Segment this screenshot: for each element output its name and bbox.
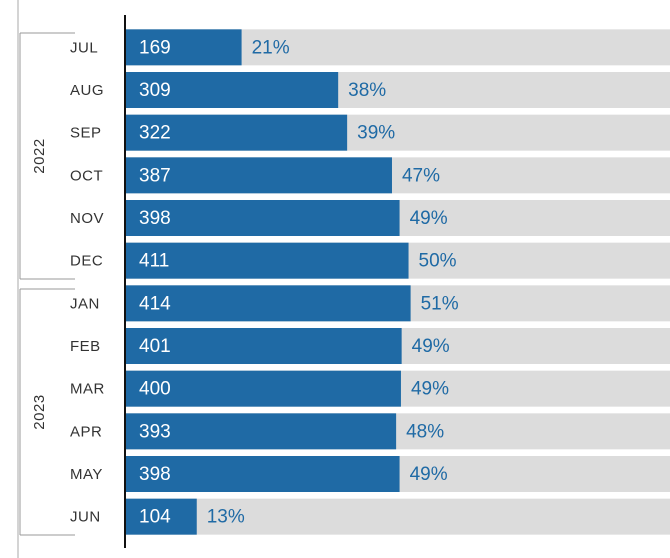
- value-label: 411: [139, 251, 169, 272]
- value-label: 309: [139, 80, 171, 101]
- share-label: 49%: [411, 379, 449, 400]
- share-label: 48%: [406, 421, 444, 442]
- y-tick-label: NOV: [70, 210, 104, 227]
- value-label: 400: [139, 379, 171, 400]
- y-tick-label: MAR: [70, 381, 105, 398]
- y-tick-label: MAY: [70, 466, 103, 483]
- value-label: 169: [139, 37, 171, 58]
- share-label: 49%: [412, 336, 450, 357]
- value-label: 393: [139, 421, 171, 442]
- y-tick-label: OCT: [70, 167, 103, 184]
- group-label: 2022: [31, 138, 48, 173]
- bar: [125, 114, 348, 151]
- bar: [125, 242, 409, 279]
- share-label: 49%: [410, 208, 448, 229]
- share-label: 13%: [207, 507, 245, 528]
- y-tick-label: SEP: [70, 125, 102, 142]
- share-label: 51%: [421, 293, 459, 314]
- y-tick-label: DEC: [70, 253, 103, 270]
- y-tick-label: JAN: [70, 295, 100, 312]
- y-tick-label: JUL: [70, 39, 98, 56]
- y-tick-label: AUG: [70, 82, 104, 99]
- bar: [125, 29, 242, 66]
- bar: [125, 285, 411, 322]
- value-label: 322: [139, 123, 171, 144]
- share-label: 38%: [348, 80, 386, 101]
- y-tick-label: JUN: [70, 509, 101, 526]
- group-label: 2023: [31, 394, 48, 429]
- bar: [125, 370, 401, 407]
- share-label: 50%: [419, 251, 457, 272]
- share-label: 49%: [410, 464, 448, 485]
- value-label: 398: [139, 208, 171, 229]
- y-tick-label: FEB: [70, 338, 101, 355]
- bar: [125, 498, 197, 535]
- value-label: 401: [139, 336, 171, 357]
- value-label: 104: [139, 507, 171, 528]
- bar: [125, 413, 397, 450]
- value-label: 387: [139, 165, 171, 186]
- bar: [125, 72, 339, 108]
- bar-background: [125, 498, 670, 535]
- value-label: 414: [139, 293, 171, 314]
- share-label: 39%: [357, 123, 395, 144]
- bar: [125, 456, 400, 492]
- bar: [125, 328, 402, 364]
- value-label: 398: [139, 464, 171, 485]
- share-label: 21%: [252, 37, 290, 58]
- share-label: 47%: [402, 165, 440, 186]
- bar: [125, 157, 392, 194]
- y-tick-label: APR: [70, 423, 102, 440]
- bar: [125, 200, 400, 236]
